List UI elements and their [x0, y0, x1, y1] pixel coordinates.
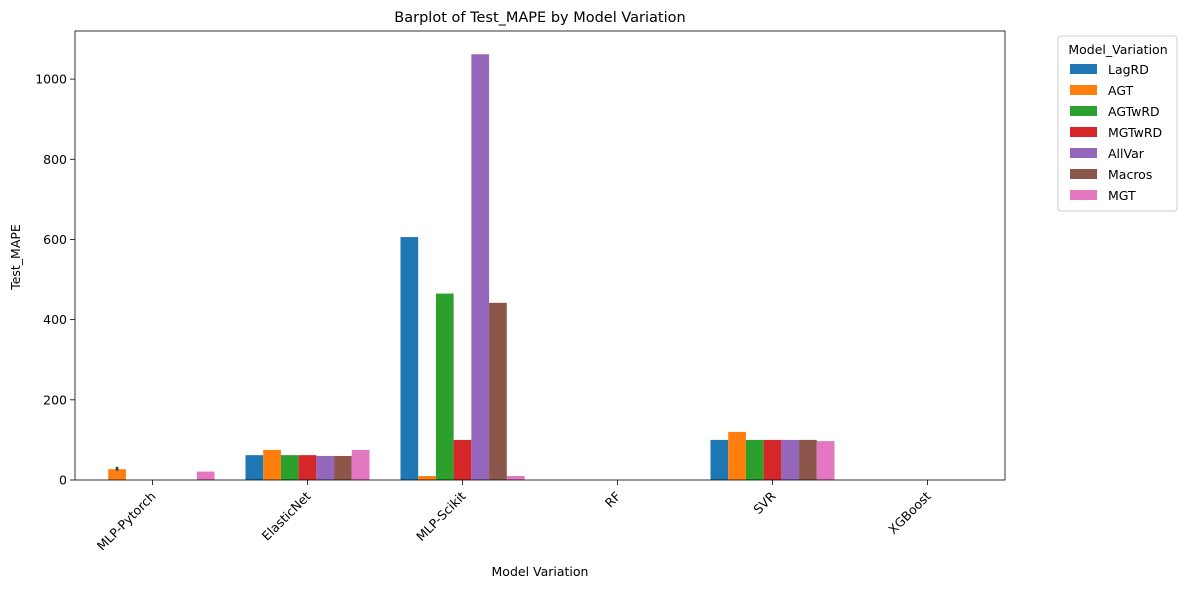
legend-label-mgt: MGT: [1108, 188, 1136, 203]
legend-label-allvar: AllVar: [1108, 146, 1145, 161]
legend-label-macros: Macros: [1108, 167, 1152, 182]
bar-agtwrd-elasticnet: [280, 455, 299, 480]
x-axis: MLP-Pytorch ElasticNet MLP-Scikit RF SVR XGBo…: [94, 480, 934, 553]
x-axis-label: Model Variation: [492, 564, 589, 579]
x-tick-label: XGBoost: [885, 488, 934, 537]
legend-label-lagrd: LagRD: [1108, 62, 1149, 77]
bar-agt-elasticnet: [263, 449, 281, 480]
legend-swatch-allvar: [1070, 148, 1097, 158]
bar-lagrd-elasticnet: [245, 455, 264, 480]
legend-swatch-mgtwrd: [1070, 127, 1097, 137]
y-tick-label: 1000: [35, 72, 67, 87]
bars-layer: [108, 54, 835, 480]
bar-allvar-elasticnet: [316, 455, 335, 480]
bar-allvar-svr: [781, 439, 800, 480]
bar-lagrd-mlp-scikit: [400, 237, 419, 480]
legend-swatch-mgt: [1070, 190, 1097, 200]
bar-agtwrd-mlp-scikit: [435, 293, 454, 480]
bar-macros-elasticnet: [334, 455, 352, 480]
bar-mgt-svr: [816, 441, 835, 480]
legend-box: [1057, 35, 1178, 212]
x-tick-label: SVR: [750, 488, 779, 517]
bar-mgt-elasticnet: [351, 449, 370, 480]
x-tick-label: RF: [602, 489, 624, 511]
legend-swatch-agtwrd: [1070, 106, 1097, 116]
legend-label-agt: AGT: [1108, 83, 1134, 98]
bar-allvar-mlp-scikit: [471, 54, 490, 480]
legend-title: Model_Variation: [1068, 42, 1167, 57]
legend-swatch-lagrd: [1070, 64, 1097, 74]
x-tick-label: ElasticNet: [259, 488, 314, 543]
legend-label-mgtwrd: MGTwRD: [1108, 125, 1162, 140]
bar-macros-mlp-scikit: [489, 302, 507, 480]
bar-mgtwrd-svr: [763, 439, 782, 480]
y-tick-label: 0: [59, 473, 67, 488]
legend: Model_Variation LagRD AGT AGTwRD MGTwRD AllV…: [1057, 35, 1178, 212]
bar-agt-mlp-scikit: [418, 475, 436, 480]
bar-agtwrd-svr: [745, 439, 764, 480]
bar-agt-mlp-pytorch: [108, 469, 126, 480]
y-axis-label: Test_MAPE: [8, 224, 23, 291]
bar-mgtwrd-elasticnet: [298, 455, 317, 480]
plot-frame: [74, 30, 1006, 481]
bar-macros-svr: [799, 439, 817, 480]
legend-label-agtwrd: AGTwRD: [1108, 104, 1160, 119]
bar-lagrd-svr: [710, 439, 729, 480]
y-tick-label: 200: [43, 392, 67, 407]
bar-agt-svr: [728, 431, 746, 480]
y-tick-label: 800: [43, 152, 67, 167]
y-tick-label: 600: [43, 232, 67, 247]
x-tick-label: MLP-Pytorch: [94, 489, 159, 554]
legend-swatch-agt: [1070, 85, 1097, 95]
x-tick-label: MLP-Scikit: [413, 488, 469, 544]
bar-mgtwrd-mlp-scikit: [453, 439, 472, 480]
legend-items: LagRD AGT AGTwRD MGTwRD AllVar Macros MGT: [1070, 62, 1162, 203]
bar-mgt-mlp-scikit: [506, 475, 525, 480]
bar-mgt-mlp-pytorch: [196, 471, 215, 480]
chart-title: Barplot of Test_MAPE by Model Variation: [394, 10, 685, 26]
y-tick-label: 400: [43, 312, 67, 327]
y-axis: 0 200 400 600 800 1000: [35, 72, 75, 488]
legend-swatch-macros: [1070, 169, 1097, 179]
